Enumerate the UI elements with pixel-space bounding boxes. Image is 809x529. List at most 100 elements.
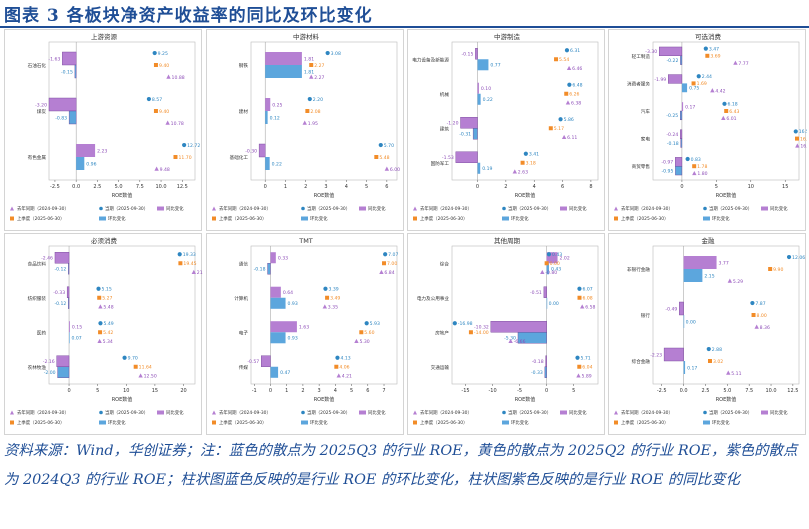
x-tick-label: 5.0 — [115, 184, 123, 190]
qoq-bar — [517, 332, 547, 344]
qoq-bar-label: 0.96 — [86, 161, 96, 167]
yoy-bar — [545, 355, 547, 367]
prev-year-point — [727, 278, 733, 283]
chart-legend: 去年同期（2024-09-30） 当期（2025-09-30） 同比变化上季度（20… — [212, 409, 386, 426]
chart-svg: 其他周期-15 -10 -5 0 5ROE数值综合2.020.430.430.00-0.… — [413, 236, 599, 426]
figure-header: 图表 3 各板块净资产收益率的同比及环比变化 — [0, 0, 809, 28]
category-label: 综合金融 — [632, 358, 651, 365]
legend-current-icon — [703, 410, 707, 415]
qoq-bar — [675, 165, 683, 176]
x-tick-label: 4 — [533, 184, 536, 190]
chart-title: 中游制造 — [494, 32, 521, 41]
x-tick-label: 5 — [350, 388, 353, 394]
legend-qoq: 环比变化 — [712, 215, 730, 222]
x-tick-label: 10.0 — [765, 388, 776, 394]
qoq-bar-label: 0.22 — [272, 161, 282, 167]
x-tick-label: -1 — [252, 388, 257, 394]
prev-quarter-point-label: 6.26 — [569, 92, 579, 98]
current-point — [307, 96, 312, 102]
qoq-bar — [57, 366, 70, 378]
current-point-label: 9.70 — [128, 356, 138, 362]
legend-prev-year-icon — [212, 410, 216, 415]
yoy-bar-label: 0.33 — [278, 256, 288, 262]
legend-prev-year-icon — [413, 206, 417, 211]
qoq-bar-label: 2.15 — [704, 273, 714, 279]
current-point — [696, 74, 701, 79]
prev-year-point-label: 6.38 — [571, 101, 581, 107]
current-point-label: -16.98 — [458, 321, 473, 327]
x-tick-label: 0.0 — [72, 184, 80, 190]
current-point — [182, 142, 187, 148]
legend-prev-quarter: 上季度（2025-06-30） — [420, 419, 467, 426]
plot-frame — [652, 41, 800, 181]
x-tick-label: 5 — [715, 184, 718, 190]
prev-year-point-label: 5.34 — [103, 339, 113, 345]
prev-quarter-point-label: 5.42 — [103, 330, 113, 336]
legend-qoq-icon — [703, 420, 710, 425]
prev-quarter-point — [564, 91, 569, 96]
prev-year-point — [154, 166, 159, 171]
prev-year-point-label: 4.21 — [342, 374, 352, 380]
yoy-bar-label: -1.99 — [654, 77, 666, 83]
category-label: 煤炭 — [37, 108, 47, 115]
qoq-bar-label: 0.12 — [270, 115, 280, 121]
category-label: 轻工制造 — [632, 53, 651, 60]
category-label: 房地产 — [435, 329, 449, 336]
x-tick-label: -10 — [488, 388, 496, 394]
plot-frame — [451, 41, 599, 181]
current-point-label: 5.71 — [581, 356, 591, 362]
category-label: 建材 — [239, 108, 249, 115]
current-point — [786, 254, 792, 260]
prev-year-point-label: 10.78 — [171, 121, 184, 127]
category-label: 有色金属 — [28, 154, 47, 161]
prev-quarter-point — [548, 126, 553, 131]
yoy-bar-label: -3.20 — [35, 102, 47, 108]
current-point-label: 6.31 — [570, 48, 580, 54]
qoq-bar — [74, 64, 77, 79]
yoy-bar — [261, 355, 271, 367]
legend-prev-year-icon — [413, 410, 417, 415]
qoq-bar-label: 0.22 — [483, 97, 493, 103]
prev-quarter-point-label: 5.48 — [379, 155, 389, 161]
prev-quarter-point — [708, 359, 713, 363]
chart-legend: 去年同期（2024-09-30） 当期（2025-09-30） 同比变化上季度（20… — [413, 409, 587, 426]
legend-prev-year: 去年同期（2024-09-30） — [420, 205, 472, 212]
current-point — [575, 355, 580, 360]
current-point — [378, 142, 383, 148]
prev-quarter-point — [544, 261, 549, 266]
legend-prev-year: 去年同期（2024-09-30） — [219, 205, 271, 212]
prev-year-point — [710, 88, 715, 93]
prev-year-point — [508, 338, 513, 344]
prev-year-point-label: 6.46 — [572, 66, 582, 72]
chart-legend: 去年同期（2024-09-30） 当期（2025-09-30） 同比变化上季度（20… — [10, 205, 184, 222]
prev-quarter-point — [520, 160, 525, 165]
legend-yoy-icon — [761, 206, 768, 211]
legend-current-icon — [301, 206, 305, 211]
prev-year-point-label: 1.80 — [697, 171, 707, 177]
legend-current-icon — [99, 206, 103, 211]
prev-quarter-point-label: 5.27 — [102, 296, 112, 302]
yoy-bar-label: -0.33 — [53, 290, 65, 296]
current-point-label: 6.18 — [727, 102, 737, 108]
prev-quarter-point — [374, 155, 379, 159]
legend-qoq-icon — [99, 420, 106, 425]
legend-qoq-icon — [301, 216, 308, 221]
category-label: 建筑 — [440, 125, 450, 132]
qoq-bar — [546, 297, 548, 309]
prev-quarter-point — [691, 81, 696, 86]
prev-quarter-point — [577, 295, 582, 300]
category-label: 消费者服务 — [627, 80, 650, 87]
prev-quarter-point-label: 4.06 — [339, 365, 349, 371]
x-tick-label: 3 — [318, 388, 321, 394]
panel-finance: 金融 -2.5 0.0 2.5 5.0 7.5 10.0 12.5 ROE数值 非银行金融 3.77… — [608, 233, 806, 435]
category-label: 家电 — [641, 136, 651, 143]
current-point — [750, 300, 755, 306]
prev-year-point — [322, 304, 328, 309]
prev-quarter-point — [153, 109, 158, 113]
prev-year-point — [561, 134, 567, 140]
x-tick-label: 6 — [366, 388, 369, 394]
prev-year-point-label: 3.35 — [328, 305, 338, 311]
prev-year-point — [565, 100, 571, 105]
legend-yoy: 同比变化 — [770, 409, 788, 416]
